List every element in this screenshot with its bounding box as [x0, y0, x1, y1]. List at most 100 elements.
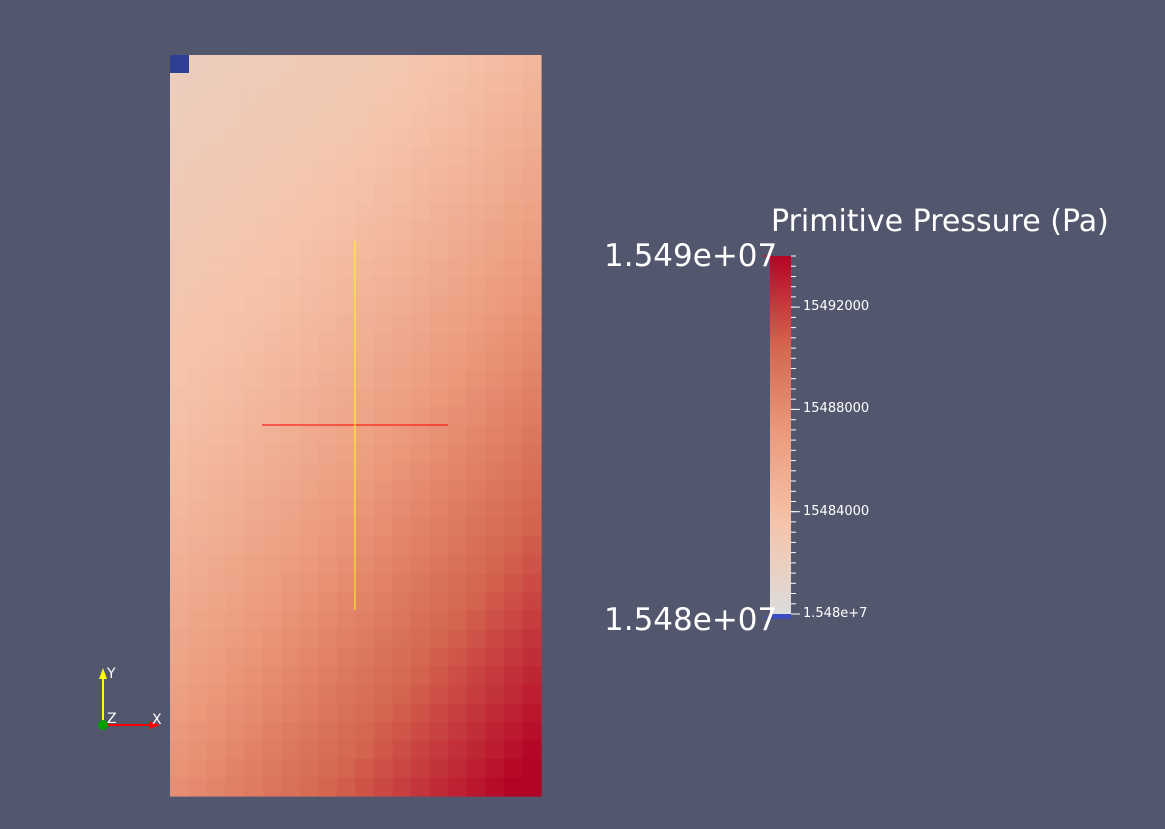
mesh-cell	[170, 573, 190, 593]
mesh-cell	[374, 258, 394, 278]
mesh-cell	[262, 499, 282, 519]
mesh-cell	[244, 73, 264, 93]
mesh-cell	[374, 184, 394, 204]
mesh-cell	[466, 332, 486, 353]
mesh-cell	[207, 221, 227, 241]
mesh-cell	[485, 110, 505, 130]
mesh-cell	[503, 295, 524, 315]
mesh-cell	[355, 758, 375, 779]
mesh-cell	[374, 721, 394, 742]
mesh-cell	[522, 610, 542, 630]
mesh-cell	[374, 444, 394, 464]
mesh-cell	[207, 166, 227, 186]
mesh-cell	[281, 647, 301, 667]
mesh-cell	[522, 221, 542, 241]
mesh-cell	[281, 147, 301, 167]
mesh-cell	[299, 462, 319, 482]
mesh-cell	[355, 166, 375, 186]
mesh-cell	[374, 740, 394, 760]
mesh-cell	[207, 462, 227, 482]
mesh-cell	[318, 258, 338, 278]
mesh-cell	[448, 55, 468, 75]
mesh-cell	[188, 184, 208, 204]
mesh-cell	[429, 332, 449, 353]
mesh-cell	[429, 388, 449, 408]
mesh-cell	[466, 55, 486, 75]
mesh-cell	[207, 258, 227, 278]
mesh-cell	[374, 777, 394, 797]
mesh-cell	[522, 314, 542, 334]
mesh-cell	[466, 110, 486, 130]
mesh-cell	[485, 610, 505, 630]
mesh-cell	[503, 721, 524, 742]
mesh-cell	[244, 92, 264, 112]
mesh-cell	[411, 203, 431, 223]
mesh-cell	[485, 406, 505, 427]
mesh-cell	[318, 666, 338, 686]
z-axis-dot	[98, 720, 108, 730]
mesh-cell	[225, 369, 245, 390]
mesh-cell	[225, 295, 245, 315]
mesh-cell	[318, 481, 338, 501]
mesh-cell	[244, 462, 264, 482]
mesh-cell	[392, 406, 412, 427]
mesh-cell	[207, 444, 227, 464]
mesh-cell	[429, 73, 449, 93]
mesh-cell	[466, 629, 486, 649]
mesh-cell	[170, 277, 190, 297]
mesh-cell	[170, 740, 190, 760]
mesh-cell	[244, 147, 264, 167]
mesh-cell	[466, 777, 486, 797]
mesh-cell	[225, 610, 245, 630]
mesh-cell	[392, 369, 412, 390]
mesh-cell	[244, 277, 264, 297]
mesh-cell	[244, 499, 264, 519]
mesh-cell	[374, 555, 394, 575]
mesh-cell	[429, 203, 449, 223]
pressure-field-mesh[interactable]	[170, 55, 542, 797]
mesh-cell	[188, 332, 208, 353]
mesh-cell	[188, 666, 208, 686]
mesh-cell	[466, 314, 486, 334]
mesh-cell	[244, 406, 264, 427]
mesh-cell	[485, 629, 505, 649]
mesh-cell	[299, 129, 319, 149]
mesh-cell	[318, 55, 338, 75]
mesh-cell	[485, 499, 505, 519]
mesh-cell	[299, 444, 319, 464]
mesh-cell	[374, 110, 394, 130]
mesh-cell	[336, 703, 357, 723]
mesh-cell	[188, 555, 208, 575]
mesh-cell	[244, 555, 264, 575]
mesh-cell	[448, 92, 468, 112]
mesh-cell	[392, 518, 412, 538]
colorbar-gradient[interactable]	[770, 256, 791, 614]
mesh-cell	[188, 406, 208, 427]
mesh-cell	[485, 740, 505, 760]
mesh-cell	[503, 406, 524, 427]
mesh-cell	[318, 406, 338, 427]
mesh-cell	[411, 314, 431, 334]
mesh-cell	[170, 147, 190, 167]
mesh-cell	[503, 610, 524, 630]
mesh-cell	[299, 73, 319, 93]
mesh-cell	[374, 351, 394, 371]
mesh-cell	[207, 203, 227, 223]
mesh-cell	[522, 666, 542, 686]
mesh-cell	[188, 221, 208, 241]
mesh-cell	[318, 184, 338, 204]
mesh-cell	[392, 499, 412, 519]
mesh-cell	[207, 406, 227, 427]
mesh-cell	[374, 425, 394, 445]
mesh-cell	[355, 277, 375, 297]
mesh-cell	[299, 184, 319, 204]
mesh-cell	[448, 647, 468, 667]
mesh-cell	[336, 295, 357, 315]
mesh-cell	[522, 592, 542, 612]
mesh-cell	[244, 592, 264, 612]
mesh-cell	[318, 777, 338, 797]
mesh-cell	[522, 777, 542, 797]
mesh-cell	[392, 55, 412, 75]
mesh-cell	[411, 277, 431, 297]
